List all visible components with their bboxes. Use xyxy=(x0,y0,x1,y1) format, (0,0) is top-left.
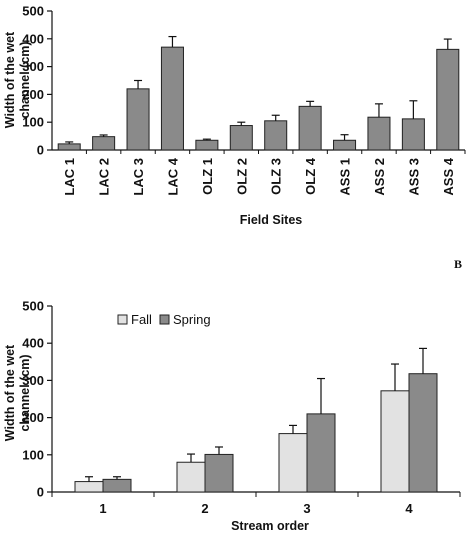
panel-a-y-axis-title-line1: Width of the wet xyxy=(3,31,17,128)
panel-b-y-tick-label: 200 xyxy=(22,410,44,425)
panel-b-y-tick-label: 400 xyxy=(22,336,44,351)
panel-b-legend: Fall Spring xyxy=(117,312,211,327)
legend-swatch-fall xyxy=(117,314,128,325)
panel-a-y-tick-label: 400 xyxy=(22,31,44,46)
panel-a-y-tick-label: 200 xyxy=(22,87,44,102)
panel-a-bar xyxy=(333,139,357,151)
panel-b-x-tick-label: 2 xyxy=(201,501,208,516)
panel-b-y-tick-label: 100 xyxy=(22,447,44,462)
panel-a-bar xyxy=(401,118,425,151)
panel-a-y-axis-title: Width of the wet channel (cm) xyxy=(3,31,32,128)
panel-a-x-tick-label: OLZ 1 xyxy=(200,158,215,195)
panel-a-x-tick-label: LAC 4 xyxy=(165,157,180,195)
panel-a-bar xyxy=(57,143,81,151)
panel-a-bar xyxy=(229,125,253,151)
panel-b-y-tick-label: 0 xyxy=(37,485,44,500)
panel-a-x-tick-label: ASS 1 xyxy=(338,158,353,196)
panel-b-y-axis-title-line1: Width of the wet xyxy=(3,344,17,441)
panel-b-bar-spring xyxy=(306,413,336,493)
panel-a-bar xyxy=(195,139,219,151)
panel-a-x-tick-label: OLZ 2 xyxy=(234,158,249,195)
panel-b-bar-spring xyxy=(204,453,234,493)
panel-a-bar xyxy=(92,136,116,151)
panel-b-bar-fall xyxy=(278,433,308,493)
panel-b-chart: Width of the wet channel (cm) Stream ord… xyxy=(3,299,461,533)
panel-a-bar xyxy=(264,120,288,151)
panel-a-y-tick-label: 100 xyxy=(22,115,44,130)
panel-a-y-tick-label: 300 xyxy=(22,59,44,74)
panel-b-bar-spring xyxy=(102,478,132,493)
panel-b-y-axis-title: Width of the wet channel (cm) xyxy=(3,344,32,441)
panel-b-x-tick-label: 4 xyxy=(405,501,413,516)
panel-b-y-axis-title-line2: channel (cm) xyxy=(18,354,32,431)
panel-b-bar-spring xyxy=(408,373,438,493)
panel-a-x-tick-label: ASS 2 xyxy=(372,158,387,196)
panel-b-bar-fall xyxy=(380,390,410,493)
panel-b-x-tick-label: 3 xyxy=(303,501,310,516)
panel-a-bar xyxy=(298,105,322,151)
panel-a-y-tick-label: 500 xyxy=(22,4,44,19)
panel-a-x-tick-label: OLZ 4 xyxy=(303,157,318,195)
panel-b-bar-fall xyxy=(74,481,104,493)
panel-a-x-tick-label: LAC 3 xyxy=(131,158,146,196)
panel-a-x-tick-label: LAC 2 xyxy=(97,158,112,196)
panel-b-y-tick-label: 500 xyxy=(22,299,44,314)
panel-a-x-tick-label: ASS 4 xyxy=(441,157,456,195)
panel-b-y-tick-label: 300 xyxy=(22,373,44,388)
panel-a-y-tick-label: 0 xyxy=(37,143,44,158)
legend-swatch-spring xyxy=(159,314,170,325)
panel-b-bar-fall xyxy=(176,461,206,493)
panel-a-bar xyxy=(160,46,184,151)
panel-a-x-axis-title: Field Sites xyxy=(240,213,303,227)
panel-a-x-tick-label: LAC 1 xyxy=(62,158,77,196)
legend-label-spring: Spring xyxy=(173,312,211,327)
panel-a-x-tick-label: OLZ 3 xyxy=(269,158,284,195)
panel-b-x-tick-label: 1 xyxy=(99,501,106,516)
panel-a-bar xyxy=(367,116,391,151)
panel-a-y-axis-title-line2: channel (cm) xyxy=(18,41,32,118)
legend-label-fall: Fall xyxy=(131,312,152,327)
panel-b-x-axis-title: Stream order xyxy=(231,519,309,533)
panel-b-letter: B xyxy=(454,257,462,271)
panel-a-chart: Width of the wet channel (cm) Field Site… xyxy=(3,4,466,227)
panel-a-x-tick-label: ASS 3 xyxy=(406,158,421,196)
panel-a-bar xyxy=(126,88,150,151)
panel-a-bar xyxy=(436,48,460,151)
